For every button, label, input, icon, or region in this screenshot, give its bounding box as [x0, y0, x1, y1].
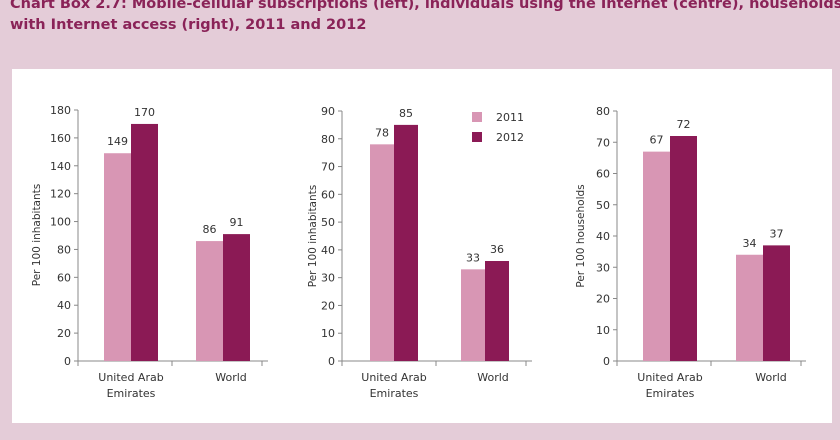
x-tick-label: World [755, 371, 787, 384]
data-label: 34 [743, 237, 757, 250]
bar-2012 [223, 234, 250, 361]
x-tick-label: United Arab [361, 371, 426, 384]
y-tick-label: 160 [50, 132, 71, 145]
bar-2011 [461, 269, 485, 361]
x-tick-label: World [477, 371, 509, 384]
y-tick-label: 60 [321, 188, 335, 201]
y-tick-label: 120 [50, 188, 71, 201]
chart-title: Chart Box 2.7: Mobile-cellular subscript… [10, 0, 840, 36]
y-tick-label: 0 [64, 355, 71, 368]
y-tick-label: 20 [596, 293, 610, 306]
y-tick-label: 20 [321, 299, 335, 312]
y-tick-label: 0 [328, 355, 335, 368]
data-label: 86 [203, 223, 217, 236]
y-tick-label: 40 [596, 230, 610, 243]
y-tick-label: 50 [321, 216, 335, 229]
legend-swatch-2011 [472, 112, 482, 122]
y-tick-label: 100 [50, 216, 71, 229]
data-label: 85 [399, 107, 413, 120]
y-tick-label: 10 [321, 327, 335, 340]
y-tick-label: 60 [57, 271, 71, 284]
bar-2012 [485, 261, 509, 361]
y-tick-label: 80 [57, 243, 71, 256]
bar-2011 [196, 241, 223, 361]
y-axis-label: Per 100 inhabitants [31, 184, 43, 287]
y-tick-label: 10 [596, 324, 610, 337]
y-tick-label: 40 [321, 244, 335, 257]
chart-title-line-2: with Internet access (right), 2011 and 2… [10, 17, 367, 33]
bar-2011 [370, 144, 394, 361]
bar-2012 [131, 123, 158, 361]
y-tick-label: 90 [321, 105, 335, 118]
y-tick-label: 80 [321, 133, 335, 146]
y-tick-label: 30 [596, 261, 610, 274]
y-tick-label: 40 [57, 299, 71, 312]
legend-item-2012: 2012 [472, 127, 524, 147]
data-label: 72 [677, 118, 691, 131]
chart-title-line-1: Chart Box 2.7: Mobile-cellular subscript… [10, 0, 840, 12]
x-tick-label: United Arab [637, 371, 702, 384]
x-tick-label: Emirates [107, 387, 156, 400]
y-tick-label: 180 [50, 104, 71, 117]
bar-2012 [763, 245, 790, 361]
data-label: 78 [375, 126, 389, 139]
footer-strip [0, 423, 840, 440]
y-tick-label: 140 [50, 160, 71, 173]
x-tick-label: Emirates [370, 387, 419, 400]
data-label: 170 [134, 106, 155, 119]
legend-swatch-2012 [472, 132, 482, 142]
x-tick-label: Emirates [646, 387, 695, 400]
y-tick-label: 50 [596, 199, 610, 212]
data-label: 149 [107, 135, 128, 148]
data-label: 36 [490, 243, 504, 256]
bar-2011 [643, 151, 670, 361]
x-tick-label: United Arab [98, 371, 163, 384]
y-tick-label: 70 [321, 161, 335, 174]
y-tick-label: 0 [603, 355, 610, 368]
bar-2011 [104, 153, 131, 361]
y-tick-label: 70 [596, 136, 610, 149]
legend-label-2012: 2012 [496, 130, 524, 144]
data-label: 37 [770, 227, 784, 240]
legend-label-2011: 2011 [496, 110, 524, 124]
bar-2012 [670, 136, 697, 361]
y-tick-label: 60 [596, 168, 610, 181]
data-label: 67 [650, 134, 664, 147]
y-axis-label: Per 100 inhabitants [307, 185, 319, 288]
data-label: 91 [230, 216, 244, 229]
y-tick-label: 80 [596, 105, 610, 118]
legend: 2011 2012 [472, 107, 524, 147]
y-axis-label: Per 100 households [575, 184, 587, 287]
y-tick-label: 30 [321, 272, 335, 285]
x-tick-label: World [215, 371, 247, 384]
y-tick-label: 20 [57, 327, 71, 340]
bar-2011 [736, 254, 763, 361]
legend-item-2011: 2011 [472, 107, 524, 127]
bar-2012 [394, 124, 418, 361]
data-label: 33 [466, 251, 480, 264]
